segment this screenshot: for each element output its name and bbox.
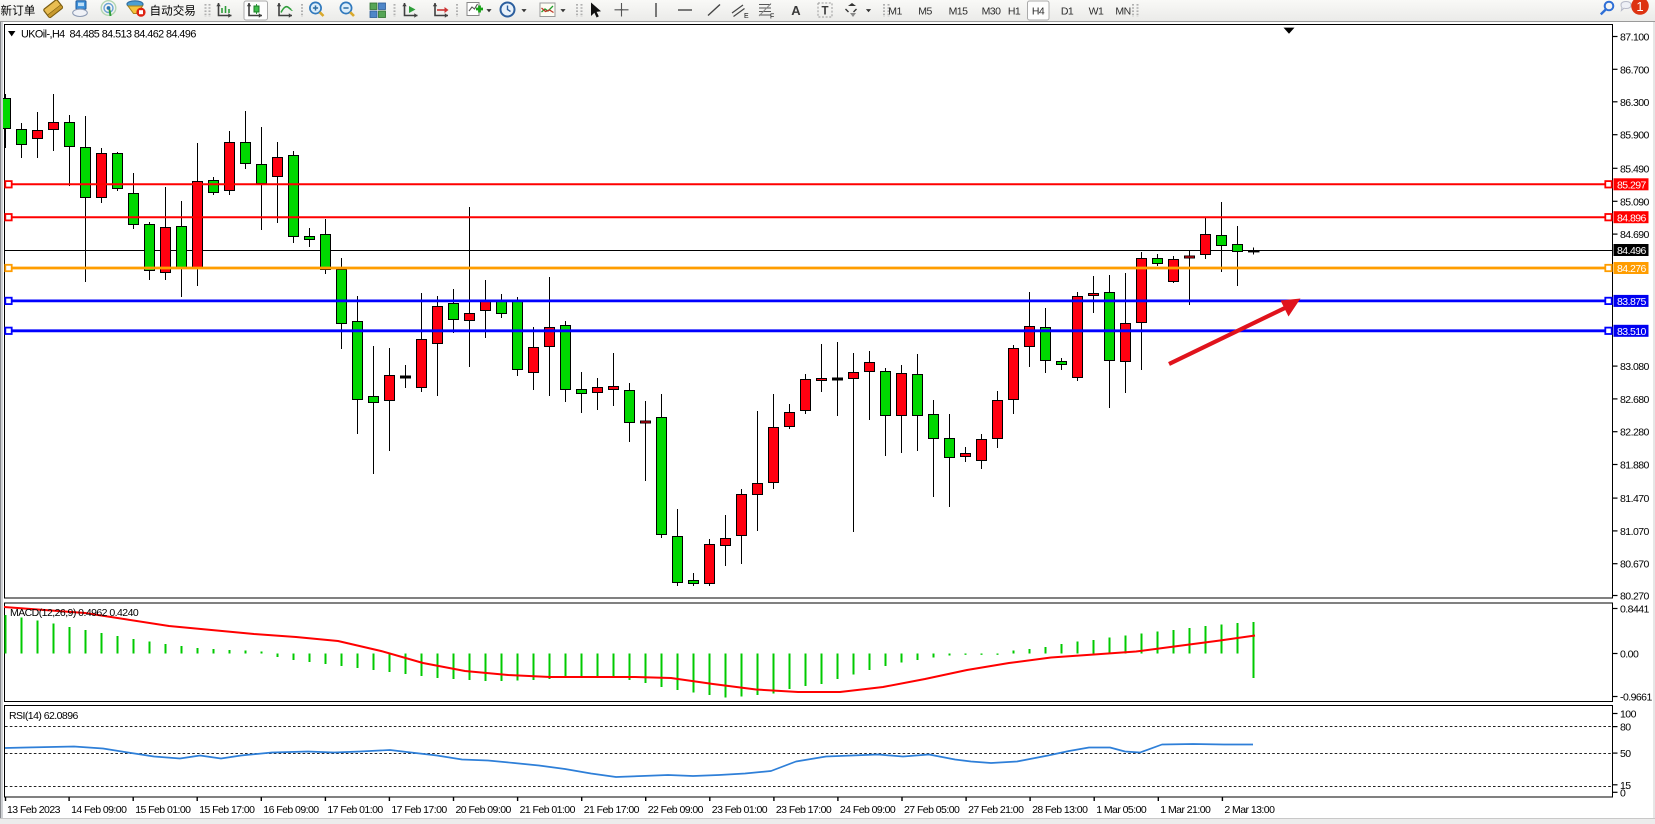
svg-text:F: F: [770, 14, 774, 21]
svg-text:M15: M15: [949, 5, 968, 17]
svg-text:-0.9661: -0.9661: [1620, 692, 1652, 704]
svg-text:21 Feb 17:00: 21 Feb 17:00: [584, 804, 640, 816]
svg-text:H4: H4: [1032, 5, 1045, 17]
svg-text:1: 1: [1636, 0, 1643, 14]
svg-text:27 Feb 21:00: 27 Feb 21:00: [968, 804, 1024, 816]
svg-text:17 Feb 01:00: 17 Feb 01:00: [327, 804, 383, 816]
svg-text:24 Feb 09:00: 24 Feb 09:00: [840, 804, 896, 816]
svg-text:27 Feb 05:00: 27 Feb 05:00: [904, 804, 960, 816]
svg-text:86.700: 86.700: [1620, 64, 1650, 76]
svg-text:83.875: 83.875: [1617, 296, 1647, 308]
svg-text:85.900: 85.900: [1620, 130, 1650, 142]
svg-text:14 Feb 09:00: 14 Feb 09:00: [71, 804, 127, 816]
svg-text:15 Feb 17:00: 15 Feb 17:00: [199, 804, 255, 816]
svg-text:81.880: 81.880: [1620, 460, 1650, 472]
svg-text:17 Feb 17:00: 17 Feb 17:00: [391, 804, 447, 816]
svg-text:80.270: 80.270: [1620, 591, 1650, 603]
svg-text:M1: M1: [888, 5, 902, 17]
svg-text:A: A: [791, 3, 801, 18]
svg-text:15: 15: [1620, 780, 1631, 792]
svg-text:自动交易: 自动交易: [150, 4, 196, 18]
svg-text:RSI(14) 62.0896: RSI(14) 62.0896: [9, 710, 79, 722]
svg-text:84.690: 84.690: [1620, 229, 1650, 241]
svg-text:0.00: 0.00: [1620, 649, 1639, 661]
svg-text:0: 0: [1620, 787, 1626, 799]
svg-text:MACD(12,26,9) 0.4962 0.4240: MACD(12,26,9) 0.4962 0.4240: [10, 607, 139, 619]
svg-text:0.8441: 0.8441: [1620, 604, 1650, 616]
svg-text:21 Feb 01:00: 21 Feb 01:00: [520, 804, 576, 816]
svg-text:W1: W1: [1089, 5, 1104, 17]
svg-text:81.470: 81.470: [1620, 493, 1650, 505]
svg-text:1 Mar 21:00: 1 Mar 21:00: [1160, 804, 1211, 816]
svg-text:82.680: 82.680: [1620, 394, 1650, 406]
svg-text:E: E: [744, 13, 749, 20]
svg-text:85.090: 85.090: [1620, 196, 1650, 208]
svg-text:D1: D1: [1061, 5, 1074, 17]
svg-text:84.896: 84.896: [1617, 212, 1647, 224]
svg-text:15 Feb 01:00: 15 Feb 01:00: [135, 804, 191, 816]
svg-text:87.100: 87.100: [1620, 32, 1650, 44]
svg-text:82.280: 82.280: [1620, 427, 1650, 439]
svg-text:1 Mar 05:00: 1 Mar 05:00: [1096, 804, 1147, 816]
svg-text:84.276: 84.276: [1617, 263, 1647, 275]
svg-text:80: 80: [1620, 722, 1631, 734]
svg-text:UKOil-,H4 84.485 84.513 84.46: UKOil-,H4 84.485 84.513 84.462 84.496: [21, 29, 196, 41]
svg-text:23 Feb 01:00: 23 Feb 01:00: [712, 804, 768, 816]
svg-text:100: 100: [1620, 709, 1637, 721]
svg-text:84.496: 84.496: [1617, 245, 1647, 257]
svg-text:13 Feb 2023: 13 Feb 2023: [7, 804, 61, 816]
svg-text:81.070: 81.070: [1620, 526, 1650, 538]
svg-text:85.490: 85.490: [1620, 163, 1650, 175]
svg-text:83.080: 83.080: [1620, 361, 1650, 373]
svg-text:2 Mar 13:00: 2 Mar 13:00: [1224, 804, 1275, 816]
svg-text:28 Feb 13:00: 28 Feb 13:00: [1032, 804, 1088, 816]
svg-text:MN: MN: [1115, 5, 1130, 17]
svg-text:新订单: 新订单: [1, 4, 36, 18]
svg-text:80.670: 80.670: [1620, 559, 1650, 571]
svg-text:22 Feb 09:00: 22 Feb 09:00: [648, 804, 704, 816]
svg-text:16 Feb 09:00: 16 Feb 09:00: [263, 804, 319, 816]
svg-text:M5: M5: [918, 5, 932, 17]
svg-text:50: 50: [1620, 748, 1631, 760]
svg-text:83.510: 83.510: [1617, 326, 1647, 338]
svg-text:86.300: 86.300: [1620, 97, 1650, 109]
svg-text:M30: M30: [982, 5, 1001, 17]
svg-text:H1: H1: [1008, 5, 1021, 17]
svg-text:23 Feb 17:00: 23 Feb 17:00: [776, 804, 832, 816]
svg-text:T: T: [821, 6, 828, 18]
svg-text:85.297: 85.297: [1617, 180, 1647, 192]
svg-text:20 Feb 09:00: 20 Feb 09:00: [456, 804, 512, 816]
